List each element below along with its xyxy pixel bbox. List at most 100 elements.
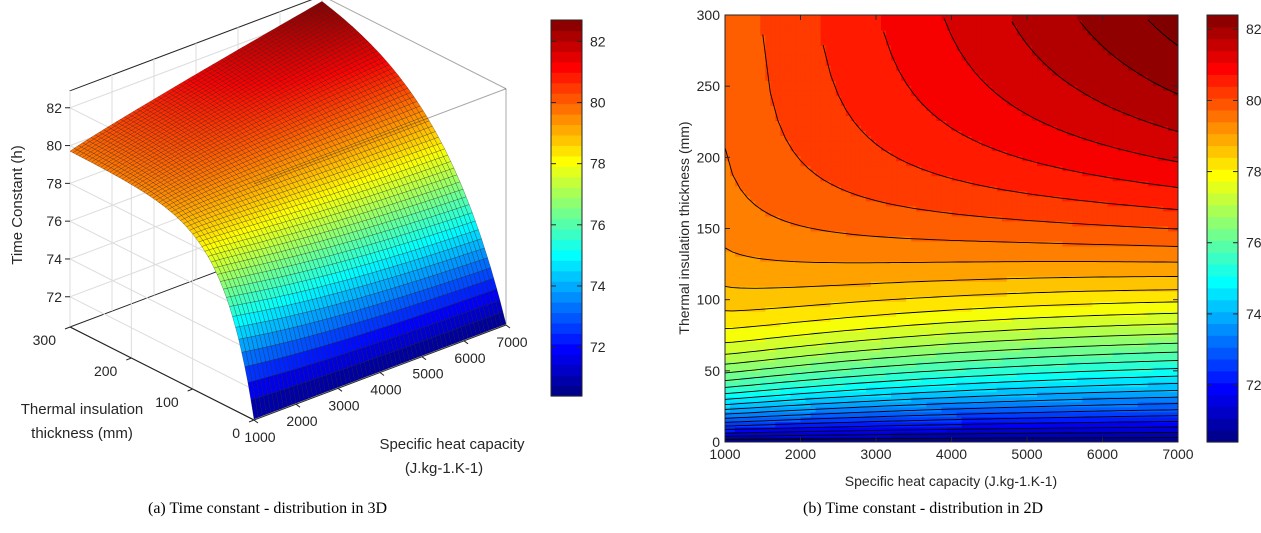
contour-cell	[785, 341, 791, 348]
contour-cell	[745, 160, 751, 167]
colorbar-segment	[551, 218, 582, 230]
contour-cell	[775, 85, 781, 91]
contour-cell	[790, 215, 796, 222]
contour-cell	[725, 210, 731, 217]
contour-cell	[730, 50, 736, 56]
contour-cell	[750, 15, 756, 21]
contour-cell	[750, 145, 756, 152]
contour-cell	[790, 60, 796, 66]
contour-cell	[750, 426, 756, 433]
contour-cell	[775, 145, 781, 152]
contour-cell	[725, 301, 731, 307]
contour-cell	[750, 215, 756, 222]
colorbar-segment	[551, 270, 582, 282]
contour-cell	[740, 165, 746, 172]
contour-cell	[740, 291, 746, 297]
contour-cell	[765, 110, 771, 116]
contour-cell	[775, 371, 781, 378]
contour-cell	[770, 175, 776, 182]
contour-cell	[775, 30, 781, 36]
contour-cell	[770, 45, 776, 51]
contour-cell	[785, 125, 791, 132]
contour-cell	[750, 326, 756, 332]
contour-cell	[735, 155, 741, 162]
contour-cell	[755, 266, 761, 272]
contour-cell	[760, 15, 766, 21]
contour-cell	[775, 391, 781, 398]
contour-cell	[730, 25, 736, 31]
contour-cell	[725, 331, 731, 337]
contour-cell	[790, 130, 796, 137]
colorbar-segment	[551, 72, 582, 84]
contour-cell	[765, 135, 771, 142]
contour-cell	[735, 115, 741, 121]
contour-cell	[740, 135, 746, 142]
contour-cell	[730, 60, 736, 66]
contour-cell	[750, 70, 756, 76]
contour-cell	[770, 251, 776, 257]
contour-cell	[755, 160, 761, 167]
contour-cell	[795, 40, 801, 46]
contour-cell	[750, 40, 756, 46]
x-tick-label: 7000	[496, 334, 527, 350]
contour-cell	[780, 145, 786, 152]
contour-cell	[730, 261, 736, 267]
colorbar-segment	[551, 364, 582, 376]
contour-cell	[795, 105, 801, 111]
contour-cell	[785, 236, 791, 242]
contour-cell	[795, 90, 801, 96]
contour-cell	[740, 321, 746, 327]
contour-cell	[750, 316, 756, 322]
contour-cell	[780, 225, 786, 232]
contour-cell	[760, 20, 766, 26]
contour-cell	[730, 30, 736, 36]
contour-cell	[795, 180, 801, 187]
contour-cell	[775, 40, 781, 46]
contour-cell	[745, 100, 751, 106]
contour-cell	[755, 165, 761, 172]
contour-cell	[735, 220, 741, 227]
contour-cell	[735, 25, 741, 31]
colorbar-tick-label: 80	[590, 95, 606, 111]
contour-cell	[770, 266, 776, 272]
contour-cell	[790, 90, 796, 96]
contour-cell	[790, 200, 796, 207]
contour-cell	[785, 215, 791, 222]
contour-cell	[785, 60, 791, 66]
contour-cell	[730, 130, 736, 137]
contour-cell	[740, 145, 746, 152]
contour-cell	[765, 236, 771, 242]
contour-cell	[760, 55, 766, 61]
contour-cell	[725, 376, 731, 383]
contour-cell	[725, 195, 731, 202]
contour-cell	[775, 331, 781, 337]
contour-cell	[730, 145, 736, 152]
colorbar-segment	[551, 51, 582, 63]
contour-cell	[750, 391, 756, 398]
contour-cell	[770, 15, 776, 21]
contour-cell	[790, 296, 796, 302]
contour-cell	[730, 396, 736, 403]
contour-cell	[775, 411, 781, 418]
contour-cell	[760, 80, 766, 86]
contour-cell	[760, 361, 766, 368]
contour-cell	[765, 155, 771, 162]
contour-cell	[785, 75, 791, 81]
contour-cell	[775, 286, 781, 292]
contour-cell	[780, 60, 786, 66]
contour-cell	[745, 381, 751, 388]
contour-cell	[745, 356, 751, 363]
contour-cell	[740, 80, 746, 86]
contour-cell	[760, 150, 766, 157]
contour-cell	[795, 215, 801, 222]
contour-cell	[735, 195, 741, 202]
contour-cell	[725, 276, 731, 282]
contour-cell	[755, 80, 761, 86]
colorbar-segment	[551, 124, 582, 136]
contour-cell	[735, 401, 741, 408]
contour-cell	[755, 60, 761, 66]
contour-cell	[785, 105, 791, 111]
contour-cell	[735, 276, 741, 282]
colorbar-segment	[551, 322, 582, 334]
contour-cell	[770, 180, 776, 187]
